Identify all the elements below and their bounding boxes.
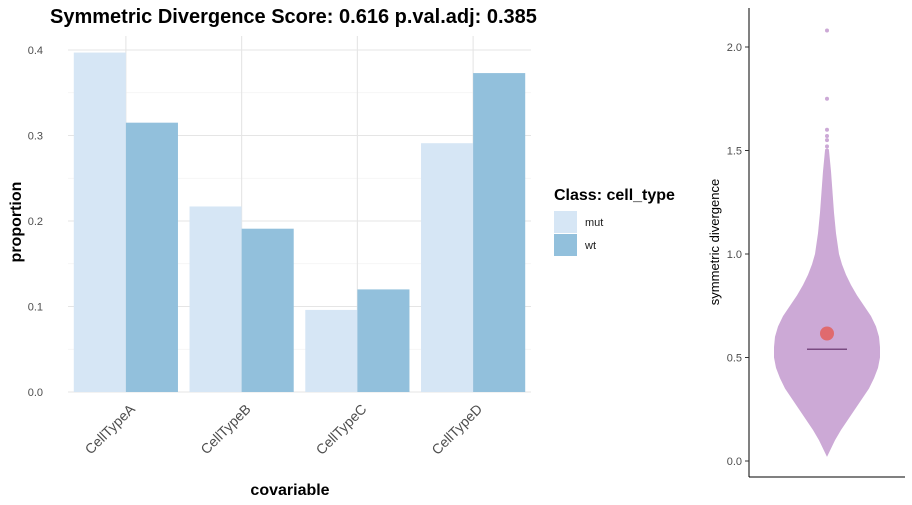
observed-score-point xyxy=(820,326,834,341)
violin-y-tick-label: 1.5 xyxy=(727,146,742,158)
bar-x-ticks: CellTypeA CellTypeB CellTypeC CellTypeD xyxy=(82,400,486,457)
bar-mut-CellTypeD xyxy=(421,143,474,392)
violin-y-tick-label: 0.0 xyxy=(727,456,742,468)
chart-title: Symmetric Divergence Score: 0.616 p.val.… xyxy=(50,6,537,28)
bar-wt-CellTypeD xyxy=(473,73,526,393)
violin-panel: 0.0 0.5 1.0 1.5 2.0 symmetric divergence xyxy=(707,8,905,478)
outlier-point xyxy=(825,134,829,139)
bar-wt-CellTypeA xyxy=(125,122,178,393)
violin-y-axis-label: symmetric divergence xyxy=(707,179,722,305)
x-tick-label: CellTypeD xyxy=(428,401,485,458)
x-tick-label: CellTypeB xyxy=(197,401,253,457)
y-tick-label: 0.4 xyxy=(28,45,43,57)
legend-title: Class: cell_type xyxy=(554,187,675,204)
bar-wt-CellTypeC xyxy=(357,289,410,392)
y-tick-label: 0.0 xyxy=(28,387,43,399)
outlier-point xyxy=(825,152,829,157)
x-axis-label: covariable xyxy=(250,482,329,499)
legend-key-mut xyxy=(554,211,577,233)
bar-y-ticks: 0.0 0.1 0.2 0.3 0.4 xyxy=(28,45,43,399)
legend-label: wt xyxy=(584,240,596,252)
violin-y-tick-label: 2.0 xyxy=(727,42,742,54)
bar-mut-CellTypeC xyxy=(305,309,358,392)
legend-key-wt xyxy=(554,234,577,256)
outlier-point xyxy=(825,156,829,161)
x-tick-label: CellTypeC xyxy=(313,401,370,458)
violin-shape xyxy=(774,150,880,457)
legend-items: mut wt xyxy=(554,211,603,256)
outlier-point xyxy=(825,160,829,165)
bar-bars xyxy=(73,52,526,393)
violin-y-ticks: 0.0 0.5 1.0 1.5 2.0 xyxy=(727,42,749,468)
outlier-point xyxy=(825,127,829,132)
bar-wt-CellTypeB xyxy=(241,228,294,392)
bar-mut-CellTypeA xyxy=(73,52,126,392)
outlier-point xyxy=(825,28,829,33)
legend: Class: cell_type mut wt xyxy=(554,187,675,256)
y-tick-label: 0.3 xyxy=(28,131,43,143)
bar-panel: 0.00.10.20.30.4 CellTypeA CellTypeB CellTy… xyxy=(8,36,531,499)
outlier-point xyxy=(825,148,829,153)
y-tick-label: 0.1 xyxy=(28,302,43,314)
violin-y-tick-label: 1.0 xyxy=(727,249,742,261)
legend-label: mut xyxy=(585,217,603,229)
bar-mut-CellTypeB xyxy=(189,206,242,392)
y-axis-label: proportion xyxy=(8,182,25,263)
outlier-point xyxy=(825,144,829,149)
outlier-point xyxy=(825,138,829,143)
outlier-point xyxy=(825,96,829,101)
violin-y-tick-label: 0.5 xyxy=(727,353,742,365)
violin-outliers xyxy=(825,28,829,165)
x-tick-label: CellTypeA xyxy=(82,400,139,457)
y-tick-label: 0.2 xyxy=(28,216,43,228)
